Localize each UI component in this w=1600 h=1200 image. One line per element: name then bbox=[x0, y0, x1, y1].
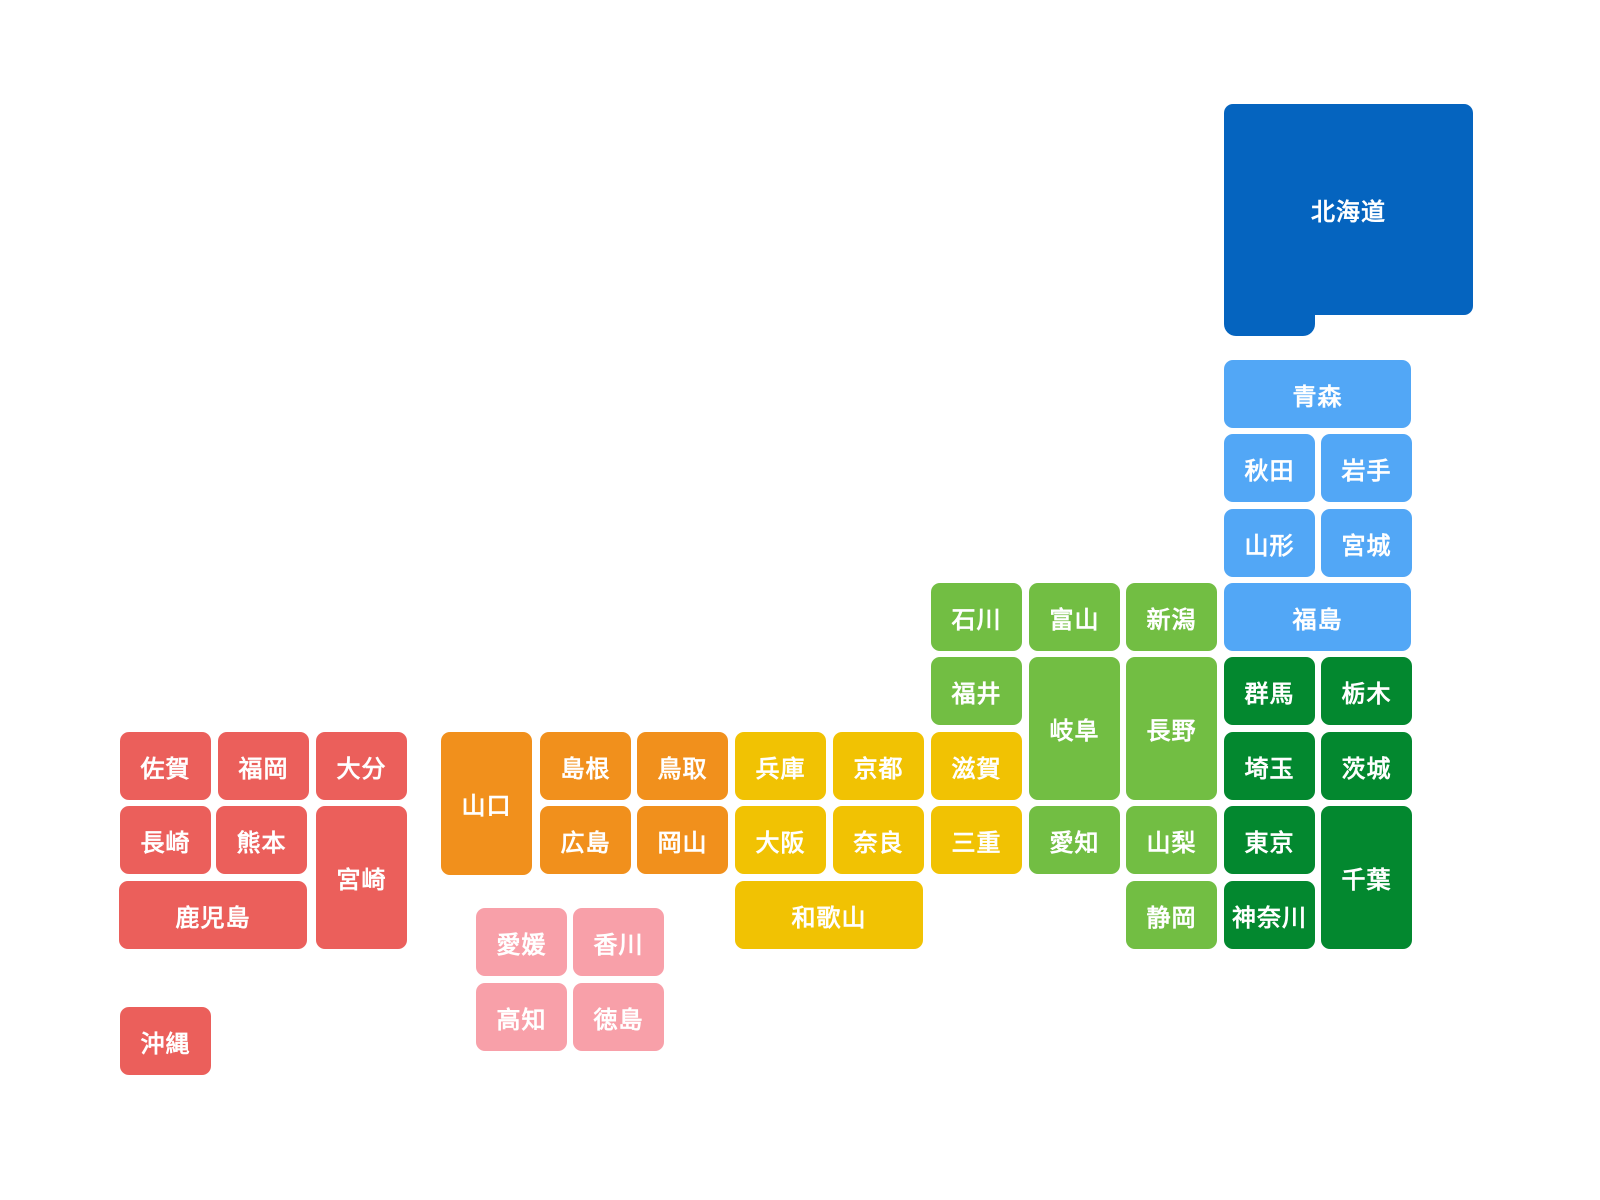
prefecture-label: 広島 bbox=[560, 828, 611, 857]
prefecture-label: 山梨 bbox=[1146, 828, 1197, 857]
prefecture-tile[interactable]: 山梨 bbox=[1126, 806, 1217, 874]
prefecture-label: 福岡 bbox=[238, 754, 289, 783]
prefecture-tile[interactable]: 和歌山 bbox=[735, 881, 923, 949]
prefecture-tile[interactable]: 新潟 bbox=[1126, 583, 1217, 651]
prefecture-tile[interactable]: 富山 bbox=[1029, 583, 1120, 651]
prefecture-tile[interactable]: 北海道 bbox=[1224, 104, 1473, 315]
prefecture-label: 富山 bbox=[1049, 605, 1100, 634]
prefecture-label: 福井 bbox=[951, 679, 1002, 708]
prefecture-tile[interactable]: 山形 bbox=[1224, 509, 1315, 577]
prefecture-tile[interactable]: 静岡 bbox=[1126, 881, 1217, 949]
prefecture-tile[interactable]: 長崎 bbox=[120, 806, 211, 874]
prefecture-label: 奈良 bbox=[853, 828, 904, 857]
prefecture-label: 長崎 bbox=[140, 828, 191, 857]
prefecture-label: 埼玉 bbox=[1244, 754, 1295, 783]
prefecture-tile[interactable]: 大分 bbox=[316, 732, 407, 800]
prefecture-tile[interactable]: 埼玉 bbox=[1224, 732, 1315, 800]
prefecture-tile[interactable]: 山口 bbox=[441, 732, 532, 875]
prefecture-tile[interactable]: 愛媛 bbox=[476, 908, 567, 976]
prefecture-tile[interactable]: 兵庫 bbox=[735, 732, 826, 800]
prefecture-tile[interactable]: 群馬 bbox=[1224, 657, 1315, 725]
prefecture-tile[interactable]: 長野 bbox=[1126, 657, 1217, 800]
prefecture-label: 静岡 bbox=[1146, 903, 1197, 932]
prefecture-label: 愛媛 bbox=[496, 930, 547, 959]
prefecture-label: 島根 bbox=[560, 754, 611, 783]
prefecture-tile[interactable]: 千葉 bbox=[1321, 806, 1412, 949]
prefecture-tile[interactable]: 岐阜 bbox=[1029, 657, 1120, 800]
prefecture-tile[interactable]: 東京 bbox=[1224, 806, 1315, 874]
prefecture-label: 岡山 bbox=[657, 828, 708, 857]
prefecture-tile[interactable]: 香川 bbox=[573, 908, 664, 976]
prefecture-label: 福島 bbox=[1292, 605, 1343, 634]
prefecture-label: 岐阜 bbox=[1049, 717, 1100, 745]
prefecture-tile[interactable]: 茨城 bbox=[1321, 732, 1412, 800]
prefecture-tile[interactable]: 徳島 bbox=[573, 983, 664, 1051]
prefecture-tile[interactable]: 熊本 bbox=[216, 806, 307, 874]
prefecture-tile[interactable]: 佐賀 bbox=[120, 732, 211, 800]
prefecture-label: 大阪 bbox=[755, 828, 806, 857]
prefecture-label: 沖縄 bbox=[140, 1029, 191, 1058]
prefecture-label: 東京 bbox=[1244, 828, 1295, 857]
hokkaido-tile-extension[interactable] bbox=[1224, 310, 1315, 336]
prefecture-tile[interactable]: 三重 bbox=[931, 806, 1022, 874]
prefecture-tile[interactable]: 高知 bbox=[476, 983, 567, 1051]
prefecture-label: 神奈川 bbox=[1232, 903, 1307, 932]
prefecture-label: 滋賀 bbox=[951, 754, 1002, 783]
prefecture-label: 宮崎 bbox=[336, 866, 387, 894]
prefecture-tile[interactable]: 沖縄 bbox=[120, 1007, 211, 1075]
prefecture-tile[interactable]: 栃木 bbox=[1321, 657, 1412, 725]
prefecture-label: 岩手 bbox=[1341, 456, 1392, 485]
prefecture-label: 秋田 bbox=[1244, 456, 1295, 485]
prefecture-label: 石川 bbox=[951, 605, 1002, 634]
prefecture-tile[interactable]: 愛知 bbox=[1029, 806, 1120, 874]
prefecture-label: 鹿児島 bbox=[175, 903, 251, 932]
prefecture-tile[interactable]: 福島 bbox=[1224, 583, 1411, 651]
prefecture-tile[interactable]: 鳥取 bbox=[637, 732, 728, 800]
prefecture-tile[interactable]: 福岡 bbox=[218, 732, 309, 800]
prefecture-label: 鳥取 bbox=[657, 754, 708, 783]
prefecture-tile[interactable]: 宮城 bbox=[1321, 509, 1412, 577]
prefecture-tile[interactable]: 秋田 bbox=[1224, 434, 1315, 502]
prefecture-tile[interactable]: 福井 bbox=[931, 657, 1022, 725]
prefecture-label: 群馬 bbox=[1244, 679, 1295, 708]
prefecture-tile[interactable]: 京都 bbox=[833, 732, 924, 800]
prefecture-label: 栃木 bbox=[1341, 679, 1392, 708]
prefecture-tile[interactable]: 大阪 bbox=[735, 806, 826, 874]
prefecture-tile[interactable]: 奈良 bbox=[833, 806, 924, 874]
prefecture-label: 千葉 bbox=[1341, 866, 1392, 894]
prefecture-label: 青森 bbox=[1292, 382, 1343, 411]
prefecture-label: 愛知 bbox=[1049, 828, 1100, 857]
prefecture-label: 高知 bbox=[496, 1005, 547, 1034]
prefecture-tile[interactable]: 岡山 bbox=[637, 806, 728, 874]
prefecture-tile[interactable]: 広島 bbox=[540, 806, 631, 874]
prefecture-label: 北海道 bbox=[1311, 198, 1386, 226]
prefecture-label: 和歌山 bbox=[791, 903, 867, 932]
prefecture-tile[interactable]: 宮崎 bbox=[316, 806, 407, 949]
prefecture-tile[interactable]: 岩手 bbox=[1321, 434, 1412, 502]
prefecture-label: 山口 bbox=[461, 792, 512, 820]
prefecture-label: 長野 bbox=[1146, 717, 1197, 745]
prefecture-tile[interactable]: 鹿児島 bbox=[119, 881, 307, 949]
prefecture-label: 徳島 bbox=[593, 1005, 644, 1034]
prefecture-tile[interactable]: 青森 bbox=[1224, 360, 1411, 428]
prefecture-label: 三重 bbox=[951, 828, 1002, 857]
prefecture-tile[interactable]: 滋賀 bbox=[931, 732, 1022, 800]
prefecture-label: 茨城 bbox=[1341, 754, 1392, 783]
prefecture-label: 新潟 bbox=[1146, 605, 1197, 634]
prefecture-label: 大分 bbox=[336, 754, 387, 783]
prefecture-label: 山形 bbox=[1244, 531, 1295, 560]
prefecture-label: 熊本 bbox=[236, 828, 287, 857]
prefecture-tile[interactable]: 石川 bbox=[931, 583, 1022, 651]
prefecture-label: 宮城 bbox=[1341, 531, 1392, 560]
prefecture-label: 香川 bbox=[593, 930, 644, 959]
prefecture-tile[interactable]: 神奈川 bbox=[1224, 881, 1315, 949]
prefecture-label: 京都 bbox=[853, 754, 904, 783]
prefecture-label: 佐賀 bbox=[140, 754, 191, 783]
prefecture-tile[interactable]: 島根 bbox=[540, 732, 631, 800]
prefecture-label: 兵庫 bbox=[755, 754, 806, 783]
